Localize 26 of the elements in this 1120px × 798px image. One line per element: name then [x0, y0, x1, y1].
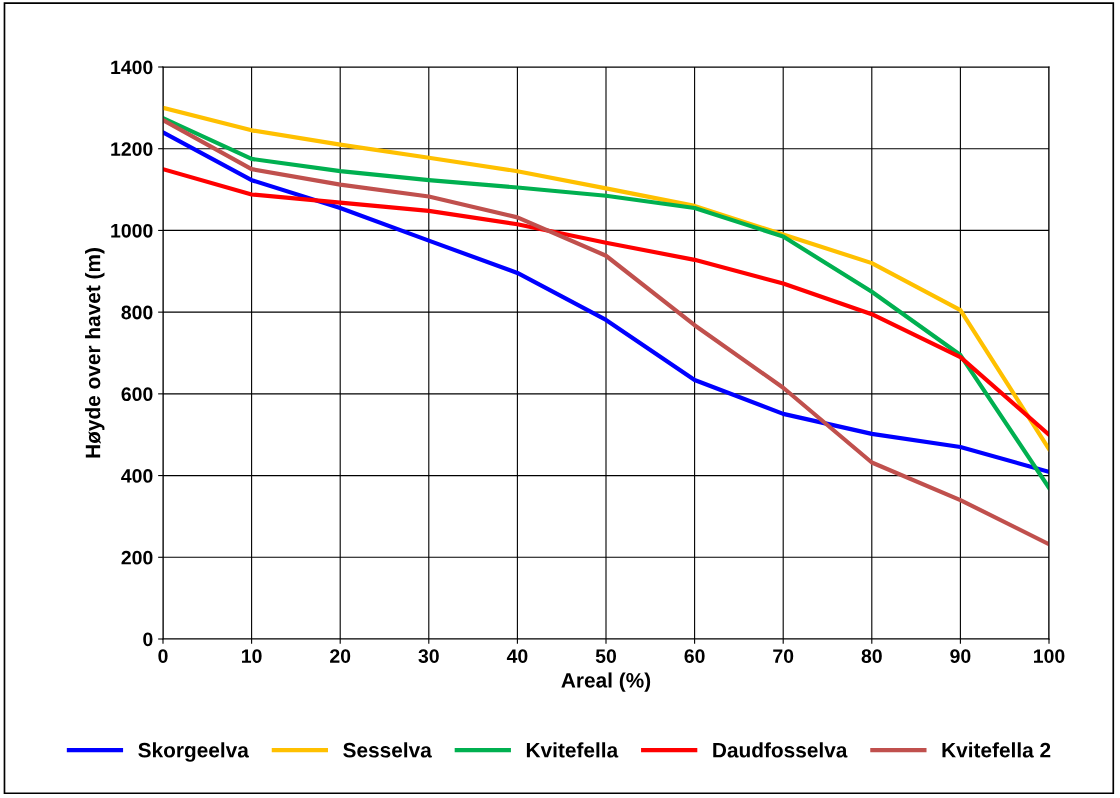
x-tick-label: 60	[684, 649, 705, 663]
x-tick-label: 20	[330, 649, 351, 663]
y-tick-label: 200	[121, 550, 153, 565]
x-tick-label: 10	[242, 649, 262, 663]
y-tick-label: 1000	[111, 223, 153, 238]
x-tick-label: 90	[950, 649, 971, 663]
legend-label: Kvitefella 2	[942, 742, 1051, 758]
x-tick-label: 100	[1034, 649, 1065, 663]
x-tick-label: 0	[158, 649, 168, 663]
x-axis-title: Areal (%)	[561, 672, 651, 692]
y-tick-label: 1200	[111, 142, 153, 156]
legend-label: Sesselva	[343, 742, 432, 758]
x-tick-label: 80	[861, 649, 882, 663]
y-tick-label: 600	[121, 387, 153, 402]
legend-label: Skorgeelva	[138, 742, 249, 762]
y-tick-label: 400	[121, 469, 153, 483]
legend-label: Daudfosselva	[713, 742, 848, 758]
x-tick-label: 30	[418, 649, 439, 664]
y-tick-label: 800	[121, 305, 153, 320]
y-tick-label: 1400	[111, 60, 153, 75]
x-tick-label: 70	[773, 649, 794, 663]
legend-label: Kvitefella	[526, 742, 619, 758]
y-tick-label: 0	[143, 632, 153, 647]
x-tick-label: 50	[595, 649, 617, 663]
x-tick-label: 40	[506, 649, 528, 663]
y-axis-title: Høyde over havet (m)	[85, 248, 105, 458]
